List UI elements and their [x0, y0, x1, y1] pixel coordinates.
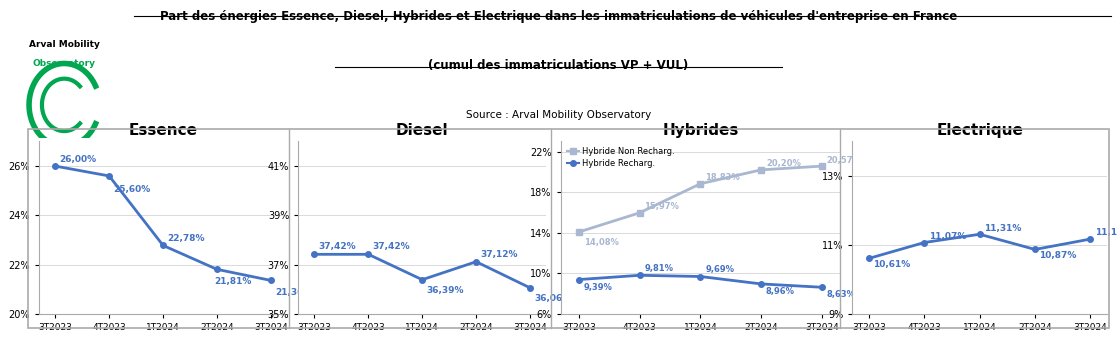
Text: (cumul des immatriculations VP + VUL): (cumul des immatriculations VP + VUL) [429, 59, 688, 72]
Text: 22,78%: 22,78% [168, 234, 204, 243]
Text: 25,60%: 25,60% [114, 185, 151, 194]
Text: 20,57%: 20,57% [827, 156, 861, 165]
Text: 10,61%: 10,61% [873, 260, 910, 269]
Text: 21,81%: 21,81% [214, 277, 251, 286]
Text: 11,07%: 11,07% [928, 232, 966, 241]
Title: Essence: Essence [128, 122, 198, 138]
Text: 20,20%: 20,20% [766, 159, 801, 168]
Legend: Hybride Non Recharg., Hybride Recharg.: Hybride Non Recharg., Hybride Recharg. [565, 146, 677, 169]
Text: 21,36%: 21,36% [275, 288, 313, 297]
Text: 26,00%: 26,00% [59, 155, 97, 164]
Text: 15,97%: 15,97% [645, 202, 679, 211]
Text: 37,42%: 37,42% [373, 243, 410, 252]
Text: 9,81%: 9,81% [645, 264, 674, 273]
Text: 9,69%: 9,69% [705, 265, 734, 274]
Title: Diesel: Diesel [395, 122, 449, 138]
Text: 8,63%: 8,63% [827, 290, 856, 299]
Text: Observatory: Observatory [32, 59, 96, 68]
Text: 9,39%: 9,39% [584, 283, 613, 292]
Text: 18,83%: 18,83% [705, 173, 739, 182]
Text: 37,12%: 37,12% [480, 250, 518, 259]
Title: Hybrides: Hybrides [662, 122, 738, 138]
Text: Arval Mobility: Arval Mobility [29, 40, 99, 49]
Text: 11,17%: 11,17% [1095, 228, 1117, 237]
Text: Source : Arval Mobility Observatory: Source : Arval Mobility Observatory [466, 110, 651, 120]
Text: 11,31%: 11,31% [984, 224, 1021, 233]
Title: Electrique: Electrique [936, 122, 1023, 138]
Text: 37,42%: 37,42% [318, 243, 356, 252]
Text: 8,96%: 8,96% [766, 287, 795, 296]
Text: 36,06%: 36,06% [534, 294, 572, 303]
Text: 14,08%: 14,08% [584, 238, 619, 247]
Text: Part des énergies Essence, Diesel, Hybrides et Electrique dans les immatriculati: Part des énergies Essence, Diesel, Hybri… [160, 10, 957, 23]
Text: 10,87%: 10,87% [1040, 251, 1077, 260]
Text: 36,39%: 36,39% [427, 286, 464, 295]
